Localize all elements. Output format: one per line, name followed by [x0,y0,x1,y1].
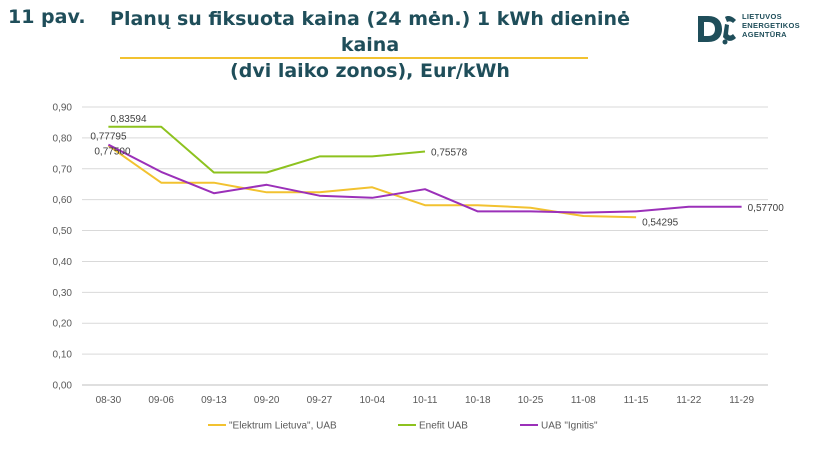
chart-gridlines [82,106,768,386]
y-tick-label: 0,40 [53,257,73,268]
x-tick-label: 11-22 [676,395,701,406]
chart-title: Planų su fiksuota kaina (24 mėn.) 1 kWh … [100,6,640,84]
data-label: 0,83594 [110,114,147,125]
legend-label-0: "Elektrum Lietuva", UAB [229,421,337,432]
data-label: 0,77795 [90,132,127,143]
x-tick-label: 09-20 [254,395,280,406]
x-tick-label: 10-11 [413,395,438,406]
data-label: 0,75578 [431,148,468,159]
x-axis-ticks: 08-30 09-06 09-13 09-20 09-27 10-04 10-11 10-18… [96,395,755,406]
x-tick-label: 10-18 [465,395,491,406]
y-tick-label: 0,20 [53,319,73,330]
x-tick-label: 11-08 [571,395,596,406]
logo-mark-icon [698,16,736,45]
x-tick-label: 11-29 [729,395,754,406]
logo-line-3: AGENTŪRA [742,30,787,39]
y-tick-label: 0,60 [53,195,73,206]
data-label: 0,77500 [94,147,131,158]
x-tick-label: 10-04 [359,395,385,406]
y-tick-label: 0,10 [53,350,73,361]
chart-title-line-2: (dvi laiko zonos), Eur/kWh [230,60,510,82]
y-tick-label: 0,80 [53,133,73,144]
x-tick-label: 11-15 [624,395,649,406]
logo-text: LIETUVOS ENERGETIKOS AGENTŪRA [742,12,800,39]
chart-series-lines [107,125,742,219]
x-tick-label: 08-30 [96,395,122,406]
chart-legend: "Elektrum Lietuva", UAB Enefit UAB UAB "Ig… [208,421,598,432]
y-axis-ticks: 0,00 0,10 0,20 0,30 0,40 0,50 0,60 0,70 0,80 0,90 [53,103,73,392]
agency-logo: LIETUVOS ENERGETIKOS AGENTŪRA [694,12,814,46]
x-tick-label: 09-06 [148,395,174,406]
x-tick-label: 10-25 [518,395,544,406]
figure-label: 11 pav. [8,6,86,28]
x-tick-label: 09-13 [201,395,227,406]
data-label: 0,57700 [748,203,785,214]
y-tick-label: 0,00 [53,381,73,392]
legend-label-2: UAB "Ignitis" [541,421,598,432]
series-line-0 [107,144,637,219]
y-tick-label: 0,30 [53,288,73,299]
data-label: 0,54295 [642,217,679,228]
y-tick-label: 0,90 [53,103,73,114]
logo-line-1: LIETUVOS [742,12,782,21]
chart-data-labels: 0,83594 0,77795 0,77500 0,75578 0,54295 0,577… [90,114,784,229]
title-underline [120,57,588,59]
logo-line-2: ENERGETIKOS [742,21,800,30]
series-line-1 [108,125,426,174]
chart-title-line-1: Planų su fiksuota kaina (24 mėn.) 1 kWh … [110,8,630,56]
x-tick-label: 09-27 [307,395,333,406]
y-tick-label: 0,50 [53,226,73,237]
y-tick-label: 0,70 [53,164,73,175]
series-line-2 [107,143,742,214]
legend-label-1: Enefit UAB [419,421,468,432]
